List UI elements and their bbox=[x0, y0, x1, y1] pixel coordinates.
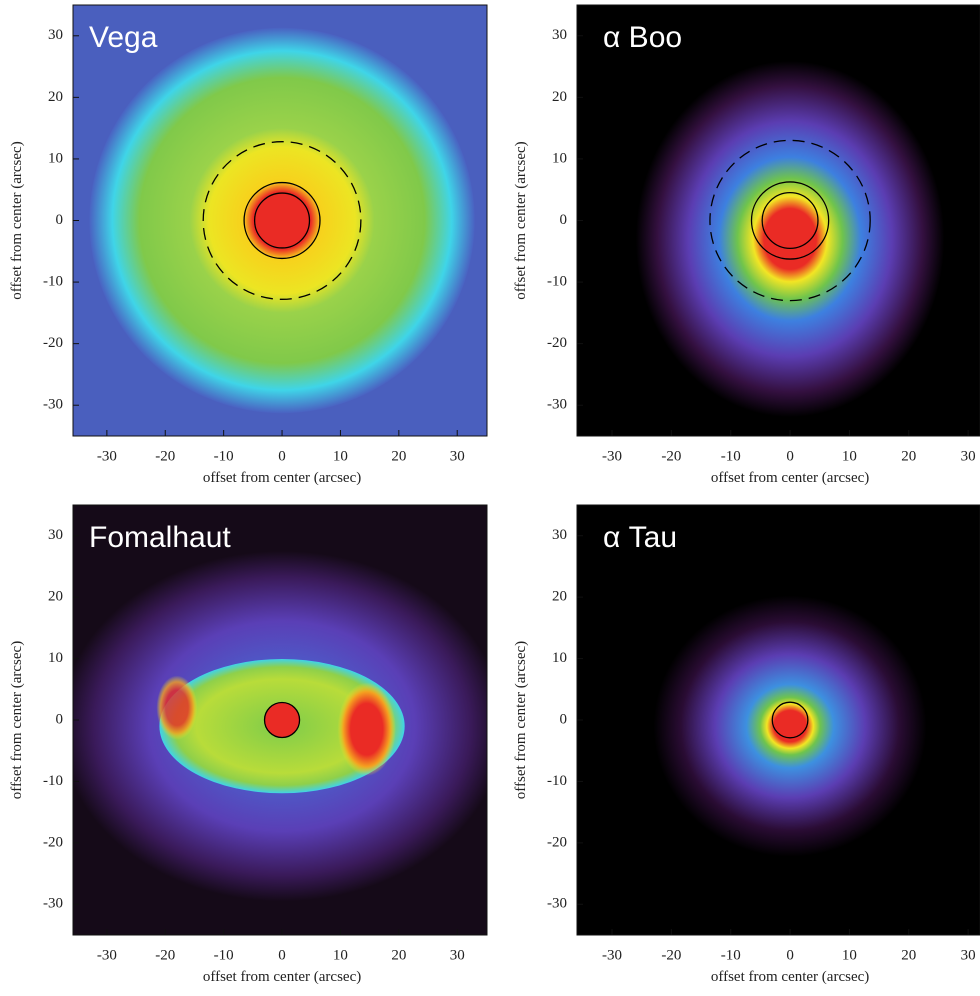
image-emission bbox=[636, 61, 945, 417]
x-axis-label: offset from center (arcsec) bbox=[711, 969, 869, 985]
x-axis-label: offset from center (arcsec) bbox=[203, 470, 361, 486]
y-tick-label: 10 bbox=[552, 150, 567, 166]
x-tick-label: -30 bbox=[602, 947, 622, 963]
panel-title: Fomalhaut bbox=[89, 521, 231, 554]
y-tick-label: -10 bbox=[43, 773, 63, 789]
x-tick-label: 20 bbox=[391, 448, 406, 464]
y-tick-label: 0 bbox=[560, 212, 568, 228]
y-tick-label: 10 bbox=[48, 150, 63, 166]
panel: -30 -20 -10 0 10 20 30 -30 -20 -10 0 10 20 30 offset f… bbox=[513, 5, 980, 486]
x-tick-label: -30 bbox=[97, 448, 117, 464]
image-peak bbox=[338, 683, 396, 776]
y-tick-label: 20 bbox=[48, 589, 63, 605]
y-tick-label: -20 bbox=[547, 834, 567, 850]
figure: -30 -20 -10 0 10 20 30 -30 -20 -10 0 10 20 30 offset f… bbox=[0, 0, 980, 996]
x-tick-label: -30 bbox=[97, 947, 117, 963]
x-axis-label: offset from center (arcsec) bbox=[711, 470, 869, 486]
panel-title: α Tau bbox=[603, 521, 677, 554]
x-tick-label: 0 bbox=[786, 947, 794, 963]
y-axis-label: offset from center (arcsec) bbox=[513, 641, 529, 799]
x-tick-label: -10 bbox=[721, 947, 741, 963]
panel: -30 -20 -10 0 10 20 30 -30 -20 -10 0 10 20 30 offset f… bbox=[9, 5, 487, 486]
y-tick-label: 30 bbox=[552, 527, 567, 543]
y-tick-label: 0 bbox=[56, 711, 64, 727]
x-tick-label: -10 bbox=[214, 947, 234, 963]
x-tick-label: 10 bbox=[842, 947, 857, 963]
y-tick-label: 10 bbox=[552, 650, 567, 666]
y-axis-label: offset from center (arcsec) bbox=[513, 141, 529, 299]
x-tick-label: 0 bbox=[278, 947, 286, 963]
y-tick-label: -30 bbox=[547, 397, 567, 413]
y-tick-label: 20 bbox=[48, 89, 63, 105]
image-emission bbox=[654, 596, 927, 857]
x-tick-label: -20 bbox=[661, 947, 681, 963]
y-tick-label: 10 bbox=[48, 650, 63, 666]
y-tick-label: 20 bbox=[552, 89, 567, 105]
image bbox=[73, 5, 487, 436]
x-tick-label: 30 bbox=[961, 947, 976, 963]
y-tick-label: -30 bbox=[43, 896, 63, 912]
image bbox=[577, 5, 980, 436]
x-tick-label: -20 bbox=[155, 448, 175, 464]
y-tick-label: 30 bbox=[48, 27, 63, 43]
panel: -30 -20 -10 0 10 20 30 -30 -20 -10 0 10 20 30 offset f… bbox=[9, 505, 504, 985]
y-tick-label: 20 bbox=[552, 589, 567, 605]
x-tick-label: 30 bbox=[450, 947, 465, 963]
panel: -30 -20 -10 0 10 20 30 -30 -20 -10 0 10 20 30 offset f… bbox=[513, 505, 980, 985]
x-axis-label: offset from center (arcsec) bbox=[203, 969, 361, 985]
y-tick-label: -30 bbox=[547, 896, 567, 912]
x-tick-label: 20 bbox=[391, 947, 406, 963]
x-tick-label: 30 bbox=[961, 448, 976, 464]
y-tick-label: 30 bbox=[48, 527, 63, 543]
y-tick-label: 0 bbox=[560, 711, 568, 727]
x-tick-label: 30 bbox=[450, 448, 465, 464]
y-tick-label: 30 bbox=[552, 27, 567, 43]
y-tick-label: -20 bbox=[547, 335, 567, 351]
x-tick-label: -20 bbox=[155, 947, 175, 963]
x-tick-label: 20 bbox=[901, 947, 916, 963]
y-tick-label: -10 bbox=[43, 274, 63, 290]
y-tick-label: -20 bbox=[43, 335, 63, 351]
image-peak bbox=[157, 676, 198, 740]
x-tick-label: 10 bbox=[333, 448, 348, 464]
y-tick-label: -30 bbox=[43, 397, 63, 413]
image bbox=[60, 505, 504, 935]
y-tick-label: -10 bbox=[547, 773, 567, 789]
y-axis-label: offset from center (arcsec) bbox=[9, 141, 25, 299]
x-tick-label: 10 bbox=[842, 448, 857, 464]
image bbox=[577, 505, 980, 935]
y-tick-label: -20 bbox=[43, 834, 63, 850]
panel-title: α Boo bbox=[603, 21, 682, 54]
y-tick-label: -10 bbox=[547, 274, 567, 290]
x-tick-label: 20 bbox=[901, 448, 916, 464]
x-tick-label: 0 bbox=[278, 448, 286, 464]
x-tick-label: 0 bbox=[786, 448, 794, 464]
x-tick-label: 10 bbox=[333, 947, 348, 963]
y-axis-label: offset from center (arcsec) bbox=[9, 641, 25, 799]
y-tick-label: 0 bbox=[56, 212, 64, 228]
x-tick-label: -20 bbox=[661, 448, 681, 464]
x-tick-label: -10 bbox=[721, 448, 741, 464]
image-emission bbox=[89, 28, 474, 413]
x-tick-label: -30 bbox=[602, 448, 622, 464]
panel-title: Vega bbox=[89, 21, 158, 54]
x-tick-label: -10 bbox=[214, 448, 234, 464]
